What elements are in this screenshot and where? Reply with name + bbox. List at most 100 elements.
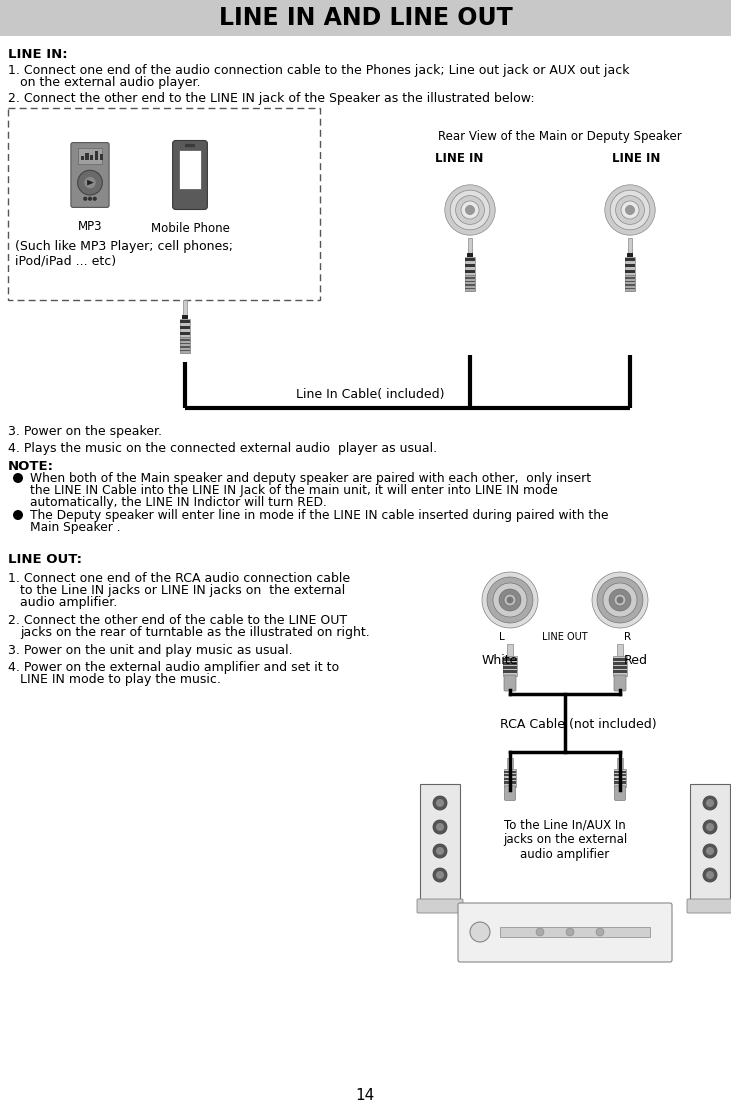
Text: 4. Power on the external audio amplifier and set it to: 4. Power on the external audio amplifier…: [8, 661, 339, 673]
Circle shape: [626, 205, 635, 214]
Circle shape: [436, 847, 444, 855]
Circle shape: [84, 177, 96, 188]
Circle shape: [444, 185, 495, 235]
Text: 4. Plays the music on the connected external audio  player as usual.: 4. Plays the music on the connected exte…: [8, 442, 437, 455]
Text: 2. Connect the other end of the cable to the LINE OUT: 2. Connect the other end of the cable to…: [8, 614, 347, 627]
Bar: [465, 256, 475, 275]
Circle shape: [450, 191, 490, 230]
Text: the LINE IN Cable into the LINE IN Jack of the main unit, it will enter into LIN: the LINE IN Cable into the LINE IN Jack …: [30, 484, 558, 497]
Text: 3. Power on the speaker.: 3. Power on the speaker.: [8, 425, 162, 438]
Bar: [465, 264, 475, 266]
Bar: [504, 778, 516, 780]
Circle shape: [77, 171, 102, 195]
FancyBboxPatch shape: [417, 899, 463, 913]
Bar: [614, 782, 626, 784]
Bar: [503, 670, 517, 672]
FancyBboxPatch shape: [77, 148, 102, 164]
Text: LINE IN: LINE IN: [612, 152, 660, 165]
Circle shape: [609, 589, 631, 611]
Bar: [613, 670, 627, 672]
Circle shape: [703, 867, 717, 882]
Bar: [180, 327, 190, 329]
FancyBboxPatch shape: [173, 140, 208, 210]
Circle shape: [703, 844, 717, 859]
Bar: [503, 658, 517, 660]
Circle shape: [536, 928, 544, 935]
Bar: [625, 275, 635, 291]
Bar: [99, 154, 103, 159]
FancyBboxPatch shape: [614, 769, 626, 787]
Circle shape: [93, 196, 96, 201]
Bar: [625, 284, 635, 285]
Bar: [504, 782, 516, 784]
Text: Line In Cable( included): Line In Cable( included): [296, 388, 444, 401]
Bar: [613, 658, 627, 660]
Text: LINE OUT: LINE OUT: [542, 632, 588, 642]
Bar: [613, 666, 627, 669]
Text: to the Line IN jacks or LINE IN jacks on  the external: to the Line IN jacks or LINE IN jacks on…: [20, 584, 345, 597]
Bar: [613, 662, 627, 665]
Bar: [504, 770, 516, 773]
Text: LINE IN:: LINE IN:: [8, 48, 68, 61]
Text: Mobile Phone: Mobile Phone: [151, 222, 230, 235]
Bar: [628, 237, 632, 253]
Bar: [614, 770, 626, 773]
Circle shape: [603, 583, 637, 617]
Bar: [182, 316, 188, 319]
Bar: [625, 264, 635, 266]
Text: 2. Connect the other end to the LINE IN jack of the Speaker as the illustrated b: 2. Connect the other end to the LINE IN …: [8, 93, 534, 105]
Circle shape: [499, 589, 521, 611]
Circle shape: [566, 928, 574, 935]
Bar: [465, 278, 475, 279]
Circle shape: [596, 928, 604, 935]
FancyBboxPatch shape: [613, 656, 627, 676]
FancyBboxPatch shape: [504, 769, 516, 787]
Circle shape: [487, 576, 533, 623]
Text: Main Speaker .: Main Speaker .: [30, 521, 121, 534]
Bar: [507, 758, 512, 769]
Bar: [465, 259, 475, 261]
Bar: [465, 281, 475, 282]
Text: MP3: MP3: [77, 220, 102, 233]
Polygon shape: [87, 180, 94, 185]
Text: LINE OUT:: LINE OUT:: [8, 553, 82, 566]
Text: LINE IN mode to play the music.: LINE IN mode to play the music.: [20, 673, 221, 686]
Bar: [183, 300, 187, 316]
Circle shape: [706, 823, 714, 831]
Bar: [86, 153, 88, 159]
Bar: [180, 346, 190, 348]
Text: Rear View of the Main or Deputy Speaker: Rear View of the Main or Deputy Speaker: [438, 130, 682, 143]
Text: iPod/iPad ... etc): iPod/iPad ... etc): [15, 254, 116, 266]
Bar: [617, 644, 623, 656]
Bar: [503, 662, 517, 665]
Circle shape: [610, 191, 650, 230]
Bar: [614, 778, 626, 780]
Text: LINE IN AND LINE OUT: LINE IN AND LINE OUT: [219, 6, 512, 30]
Text: 1. Connect one end of the audio connection cable to the Phones jack; Line out ja: 1. Connect one end of the audio connecti…: [8, 64, 629, 77]
Bar: [180, 338, 190, 352]
Bar: [614, 774, 626, 776]
FancyBboxPatch shape: [614, 675, 626, 691]
Bar: [80, 156, 84, 159]
FancyBboxPatch shape: [504, 786, 515, 801]
Circle shape: [605, 185, 655, 235]
Bar: [180, 332, 190, 334]
Bar: [507, 644, 513, 656]
Circle shape: [436, 871, 444, 879]
Bar: [625, 281, 635, 282]
Bar: [465, 275, 475, 291]
Text: LINE IN: LINE IN: [435, 152, 483, 165]
Bar: [180, 320, 190, 323]
Circle shape: [433, 844, 447, 859]
FancyBboxPatch shape: [615, 786, 626, 801]
FancyBboxPatch shape: [8, 108, 320, 300]
Bar: [467, 253, 473, 256]
Circle shape: [614, 594, 626, 605]
Circle shape: [13, 473, 23, 483]
Circle shape: [461, 201, 479, 219]
Text: L: L: [499, 632, 505, 642]
Circle shape: [433, 796, 447, 809]
Circle shape: [436, 823, 444, 831]
Bar: [617, 758, 623, 769]
Bar: [180, 319, 190, 338]
